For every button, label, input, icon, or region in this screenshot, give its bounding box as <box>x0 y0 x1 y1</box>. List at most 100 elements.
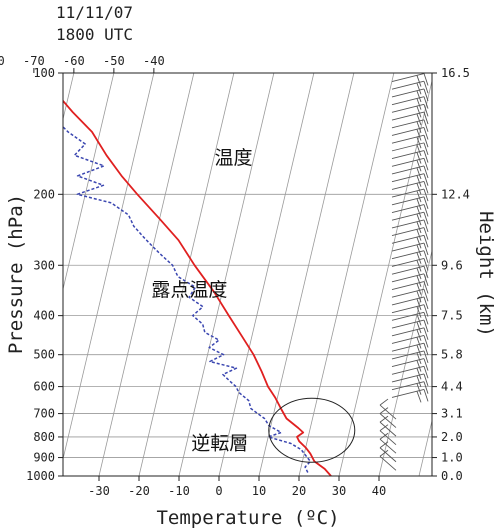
wind-barb <box>391 96 429 110</box>
wind-barb-shaft <box>379 413 397 428</box>
wind-barb-shaft <box>379 455 397 471</box>
wind-barb-feather <box>416 98 422 110</box>
wind-barb-shaft <box>391 257 425 267</box>
isotherm--10 <box>178 73 275 476</box>
wind-barb <box>391 288 429 303</box>
wind-barb-shaft <box>391 281 425 290</box>
y-tick-label: 900 <box>33 451 55 465</box>
wind-barb-feather <box>423 219 429 233</box>
wind-barb-feather <box>423 381 429 394</box>
wind-barb-shaft <box>391 119 425 129</box>
inversion-annotation: 逆転層 <box>191 433 248 455</box>
x-tick-label: -20 <box>128 484 150 498</box>
wind-barb <box>391 134 429 149</box>
wind-barb-feather <box>416 252 422 264</box>
wind-barb <box>379 432 397 454</box>
wind-barb <box>391 304 429 318</box>
skewed-axis-ticks: -100-90-80-70-60-50-40 <box>0 54 165 73</box>
wind-barb <box>391 119 429 133</box>
wind-barb-shaft <box>391 180 425 190</box>
wind-barb-feather <box>423 350 429 364</box>
height-tick-label: 7.5 <box>441 309 463 323</box>
wind-barb-feather <box>423 173 429 186</box>
wind-barb-shaft <box>391 165 425 175</box>
wind-barb-shaft <box>391 373 425 383</box>
wind-barb-feather <box>416 190 422 203</box>
wind-barb <box>379 424 397 446</box>
wind-barb <box>391 335 429 349</box>
wind-barb-feather <box>423 119 429 132</box>
wind-barb-feather <box>423 389 429 402</box>
wind-barb-feather <box>379 398 389 406</box>
y-tick-label: 1000 <box>26 469 55 483</box>
wind-barb <box>391 196 429 210</box>
wind-barb-feather <box>423 235 429 248</box>
wind-barb-feather <box>416 321 422 334</box>
wind-barb-feather <box>423 343 429 356</box>
wind-barb-feather <box>423 312 429 325</box>
wind-barb-shaft <box>391 296 425 306</box>
wind-barb-feather <box>416 275 422 287</box>
wind-barb <box>391 111 429 126</box>
wind-barb-feather <box>423 327 429 340</box>
dewpoint-annotation: 露点温度 <box>151 279 227 301</box>
temperature-series-line <box>63 99 332 476</box>
isotherm-10 <box>258 73 355 476</box>
wind-barb-shaft <box>391 388 425 398</box>
height-tick-label: 0.0 <box>441 469 463 483</box>
wind-barb-shaft <box>391 88 425 98</box>
dewpoint-series-line <box>63 125 312 473</box>
wind-barb-shaft <box>391 142 425 152</box>
wind-barb-feather <box>379 424 389 432</box>
wind-barb-feather <box>416 75 422 87</box>
wind-barb-feather <box>423 227 429 240</box>
isotherm--20 <box>138 73 235 476</box>
wind-barb-feather <box>423 289 429 302</box>
wind-barb <box>391 273 429 287</box>
wind-barb-feather <box>416 345 422 357</box>
wind-barb-feather <box>423 335 429 348</box>
wind-barb-feather <box>416 360 422 372</box>
wind-barb <box>391 157 429 172</box>
wind-barb-feather <box>379 441 389 449</box>
wind-barb-shaft <box>391 111 425 121</box>
wind-barb-feather <box>423 104 429 117</box>
wind-barb-feather <box>416 267 422 280</box>
wind-barb-shaft <box>391 204 425 213</box>
wind-barb-feather <box>416 183 422 195</box>
wind-barb <box>379 449 397 471</box>
wind-barb-shaft <box>391 196 425 206</box>
wind-barb-feather <box>416 352 422 365</box>
wind-barb-feather <box>416 144 422 157</box>
wind-barb-shaft <box>391 219 425 229</box>
wind-barb-shaft <box>391 327 425 337</box>
x-tick-label: 10 <box>252 484 266 498</box>
wind-barb <box>391 265 429 280</box>
y-tick-label: 100 <box>33 66 55 80</box>
wind-barb <box>391 311 429 326</box>
y-axis-label: Pressure (hPa) <box>5 194 27 354</box>
wind-barb-feather <box>416 129 422 141</box>
height-tick-label: 9.6 <box>441 258 463 272</box>
wind-barb-feather <box>423 81 429 94</box>
wind-barb-feather <box>423 204 429 217</box>
wind-barb-feather <box>416 206 422 218</box>
plot-frame <box>62 72 433 477</box>
wind-barb-feather <box>416 298 422 311</box>
height-tick-label: 16.5 <box>441 66 470 80</box>
wind-barb-shaft <box>391 211 425 221</box>
time-label: 1800 UTC <box>56 25 133 44</box>
wind-barb-feather <box>416 160 422 172</box>
wind-barb-feather <box>379 449 389 457</box>
wind-barb-feather <box>416 106 422 118</box>
wind-barb-shaft <box>379 447 397 463</box>
wind-barb <box>391 296 429 311</box>
y-tick-label: 200 <box>33 187 55 201</box>
wind-barb <box>391 127 429 141</box>
wind-barb <box>379 398 397 420</box>
isotherm--30 <box>98 73 195 476</box>
wind-barb-shaft <box>379 438 397 454</box>
wind-barb-feather <box>423 250 429 263</box>
wind-barb-feather <box>423 150 429 163</box>
